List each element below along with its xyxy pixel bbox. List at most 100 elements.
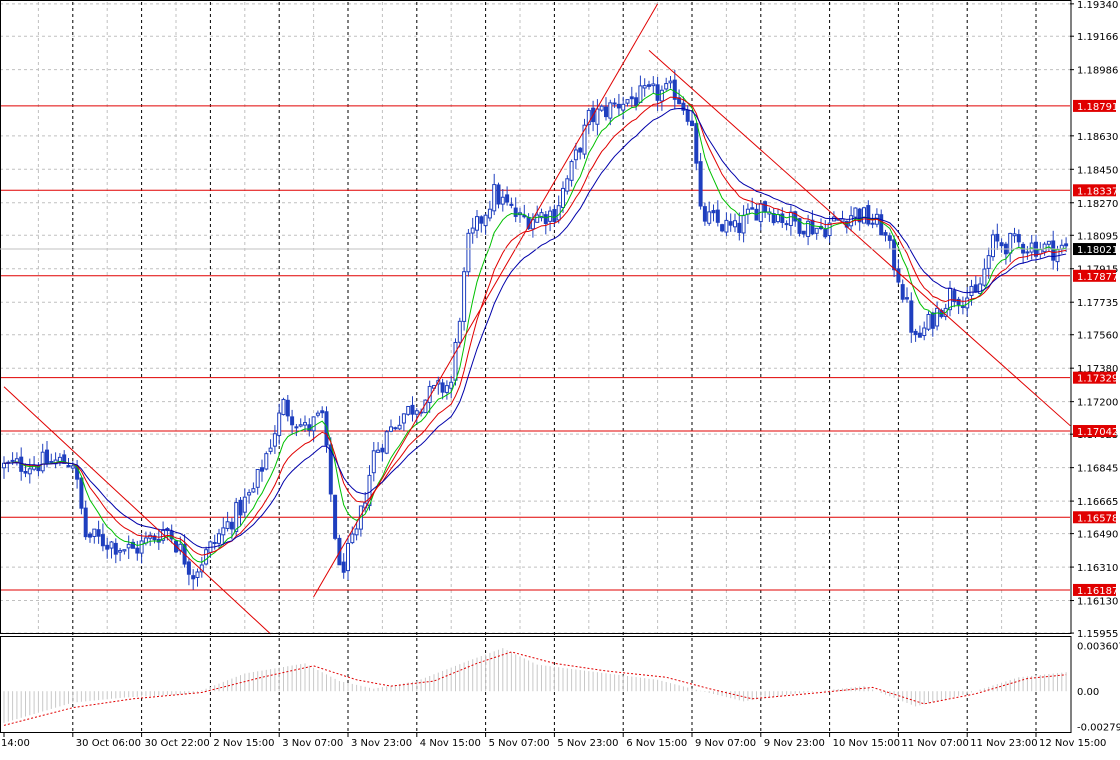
candle-body-23 xyxy=(100,534,105,547)
candle-body-79 xyxy=(341,561,346,573)
price-tick-label: 1.19166 xyxy=(1077,32,1118,43)
candle-body-165 xyxy=(711,210,716,214)
candle-body-109 xyxy=(470,227,475,234)
candle-body-182 xyxy=(784,223,789,226)
osma-axis: 0.003607 0.00 -0.002792 xyxy=(1077,642,1120,734)
level-badge xyxy=(1073,184,1116,197)
candle-body-227 xyxy=(978,283,983,294)
candle-body-169 xyxy=(728,221,733,226)
candle-body-119 xyxy=(513,207,518,217)
candle-body-170 xyxy=(733,220,737,228)
candle-body-77 xyxy=(333,494,338,539)
level-badge-label: 1.17877 xyxy=(1077,272,1118,283)
moving-averages xyxy=(3,88,1067,563)
candle-body-156 xyxy=(672,79,677,100)
candle-body-145 xyxy=(625,99,630,104)
candle-body-43 xyxy=(186,561,191,575)
time-tick-label: 4 Nov 15:00 xyxy=(420,738,481,749)
price-tick-label: 1.16310 xyxy=(1077,563,1118,574)
candle-body-81 xyxy=(350,533,355,544)
candle-body-191 xyxy=(823,228,828,238)
candle-body-154 xyxy=(664,83,669,90)
time-tick-label: 30 Oct 06:00 xyxy=(76,738,141,749)
candle-body-185 xyxy=(797,218,802,234)
time-tick-label: 9 Nov 23:00 xyxy=(764,738,825,749)
trendline-1[interactable] xyxy=(313,3,659,598)
candle-body-26 xyxy=(113,542,118,555)
candle-body-55 xyxy=(238,499,243,516)
candle-body-238 xyxy=(1025,251,1030,254)
ma-line-mid xyxy=(3,96,1067,556)
time-tick-label: 30 Oct 22:00 xyxy=(145,738,210,749)
chart-frame xyxy=(0,0,1072,733)
candle-body-236 xyxy=(1016,234,1021,243)
candle-body-24 xyxy=(105,544,110,550)
price-tick-label: 1.18986 xyxy=(1077,66,1118,77)
candle-body-213 xyxy=(917,332,922,338)
candle-body-231 xyxy=(995,233,1000,242)
candle-body-210 xyxy=(905,297,909,300)
candle-body-171 xyxy=(737,222,742,233)
candle-body-132 xyxy=(569,161,574,181)
time-tick-label: 12 Nov 15:00 xyxy=(1039,738,1106,749)
candle-body-225 xyxy=(969,285,974,297)
trendline-0[interactable] xyxy=(3,386,271,635)
candle-body-128 xyxy=(552,209,557,223)
candle-body-45 xyxy=(195,571,200,578)
candle-body-198 xyxy=(853,207,858,218)
price-axis[interactable]: 1.19340 1.19166 1.18986 1.18630 1.18450 1.182… xyxy=(1070,0,1118,640)
candle-body-92 xyxy=(397,424,402,430)
candle-body-76 xyxy=(328,444,333,495)
candle-body-159 xyxy=(685,109,690,122)
horizontal-levels[interactable] xyxy=(0,105,1070,591)
candle-body-186 xyxy=(801,230,806,235)
candle-body-134 xyxy=(578,147,583,153)
current-price-label: 1.18021 xyxy=(1077,245,1118,256)
candle-body-82 xyxy=(354,528,359,536)
candle-body-187 xyxy=(806,220,811,237)
level-badge xyxy=(1073,583,1116,596)
candle-body-112 xyxy=(483,214,488,227)
time-tick-label: 11 Nov 23:00 xyxy=(970,738,1037,749)
candle-body-174 xyxy=(750,207,755,210)
level-badge-label: 1.16187 xyxy=(1077,586,1118,597)
time-axis[interactable]: 14:00 30 Oct 06:00 30 Oct 22:00 2 Nov 15:00… xyxy=(1,733,1106,749)
candle-body-68 xyxy=(294,426,299,429)
candles xyxy=(2,69,1069,590)
candle-body-0 xyxy=(2,462,6,469)
level-badge-label: 1.16578 xyxy=(1077,513,1118,524)
candle-body-80 xyxy=(346,542,350,572)
trendlines[interactable] xyxy=(3,3,1071,635)
time-tick-label: 2 Nov 15:00 xyxy=(213,738,274,749)
candle-body-110 xyxy=(475,216,479,231)
candle-body-95 xyxy=(410,404,415,415)
candle-body-244 xyxy=(1051,240,1056,261)
candle-body-212 xyxy=(913,330,918,336)
candle-body-226 xyxy=(973,284,978,293)
time-tick-label: 10 Nov 15:00 xyxy=(833,738,900,749)
candle-body-111 xyxy=(479,216,484,224)
candle-body-141 xyxy=(608,102,613,119)
candle-body-94 xyxy=(406,405,411,415)
candle-body-173 xyxy=(745,208,750,215)
candle-body-150 xyxy=(647,84,651,87)
main-pane-border xyxy=(0,0,1072,634)
candle-body-201 xyxy=(866,205,871,225)
candle-body-10 xyxy=(45,449,49,465)
candle-body-21 xyxy=(92,528,97,537)
candle-body-107 xyxy=(462,271,467,322)
candle-body-192 xyxy=(827,222,832,237)
candle-body-59 xyxy=(255,469,260,488)
trendline-2[interactable] xyxy=(648,49,1071,427)
candle-body-16 xyxy=(70,465,75,469)
candle-body-25 xyxy=(109,541,114,549)
candle-body-152 xyxy=(655,84,660,101)
osma-signal-line xyxy=(3,651,1067,726)
osma-tick-label: 0.003607 xyxy=(1077,642,1120,653)
time-tick-label: 5 Nov 23:00 xyxy=(557,738,618,749)
candle-body-202 xyxy=(870,222,875,225)
candle-body-91 xyxy=(393,427,398,430)
candle-body-52 xyxy=(225,521,230,529)
